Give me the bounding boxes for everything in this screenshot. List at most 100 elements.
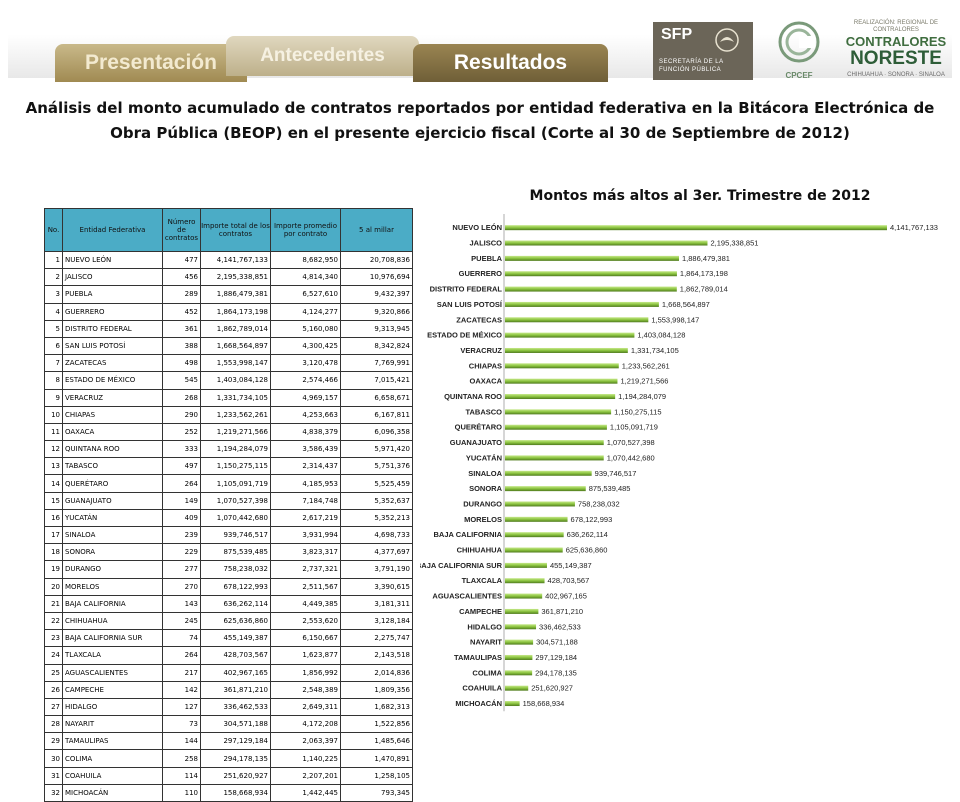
cell-importe-promedio: 1,442,445 — [270, 783, 341, 802]
category-tick-label: SAN LUIS POTOSÍ — [437, 300, 503, 309]
table-row: 10 CHIAPAS 290 1,233,562,261 4,253,663 6,167,… — [44, 405, 413, 424]
cell-entidad: CHIAPAS — [62, 405, 163, 424]
bar-data-label: 2,195,338,851 — [710, 239, 758, 248]
contralores-logo-line3: NORESTE — [850, 48, 942, 69]
table-row: 1 NUEVO LEÓN 477 4,141,767,133 8,682,950 20,7… — [44, 250, 413, 270]
cell-importe-promedio: 6,527,610 — [270, 285, 341, 304]
cell-no: 12 — [44, 440, 63, 459]
cell-no: 18 — [44, 543, 63, 562]
category-tick-label: MICHOACÁN — [455, 699, 502, 708]
tab-resultados[interactable]: Resultados — [413, 44, 608, 82]
cell-num-contratos: 142 — [162, 680, 201, 699]
bar-data-label: 1,105,091,719 — [610, 423, 658, 432]
cell-num-contratos: 258 — [162, 749, 201, 768]
cell-no: 27 — [44, 697, 63, 717]
cell-num-contratos: 361 — [162, 319, 201, 338]
bar-data-label: 4,141,767,133 — [890, 223, 938, 232]
cell-5-al-millar: 7,015,421 — [340, 371, 413, 390]
cell-importe-promedio: 2,207,201 — [270, 766, 341, 785]
cell-importe-total: 1,331,734,105 — [200, 388, 271, 407]
cell-importe-promedio: 3,120,478 — [270, 354, 341, 373]
bar-data-label: 1,070,442,680 — [607, 453, 655, 462]
cell-importe-promedio: 4,300,425 — [270, 336, 341, 356]
table-row: 9 VERACRUZ 268 1,331,734,105 4,969,157 6,658,… — [44, 388, 413, 407]
cell-importe-promedio: 2,617,219 — [270, 508, 341, 528]
cell-no: 1 — [44, 250, 63, 270]
cell-no: 31 — [44, 766, 63, 785]
bar — [505, 409, 612, 415]
cell-no: 26 — [44, 680, 63, 699]
cell-5-al-millar: 2,143,518 — [340, 646, 413, 665]
bar — [505, 363, 619, 369]
category-tick-label: QUINTANA ROO — [444, 392, 502, 401]
category-tick-label: HIDALGO — [467, 622, 502, 631]
cell-entidad: YUCATÁN — [62, 508, 163, 528]
cell-importe-total: 361,871,210 — [200, 680, 271, 699]
cell-importe-promedio: 4,185,953 — [270, 474, 341, 493]
cell-num-contratos: 252 — [162, 422, 201, 442]
bar — [505, 286, 677, 292]
tab-presentacion[interactable]: Presentación — [55, 44, 247, 82]
cell-no: 23 — [44, 629, 63, 648]
table-row: 20 MORELOS 270 678,122,993 2,511,567 3,390,61… — [44, 577, 413, 596]
cell-5-al-millar: 1,682,313 — [340, 697, 413, 717]
cell-entidad: NAYARIT — [62, 715, 163, 734]
cell-no: 21 — [44, 594, 63, 613]
cell-importe-promedio: 2,649,311 — [270, 697, 341, 717]
bar — [505, 701, 520, 707]
cell-importe-total: 402,967,165 — [200, 663, 271, 682]
cell-importe-total: 294,178,135 — [200, 749, 271, 768]
cell-importe-total: 1,070,442,680 — [200, 508, 271, 528]
cell-no: 8 — [44, 371, 63, 390]
cell-importe-promedio: 2,737,321 — [270, 560, 341, 579]
bar-data-label: 1,194,284,079 — [618, 392, 666, 401]
table-row: 6 SAN LUIS POTOSÍ 388 1,668,564,897 4,300,42… — [44, 336, 413, 356]
category-tick-label: BAJA CALIFORNIA — [434, 530, 503, 539]
cell-no: 17 — [44, 525, 63, 545]
bar — [505, 240, 708, 246]
table-row: 22 CHIHUAHUA 245 625,636,860 2,553,620 3,128,… — [44, 611, 413, 631]
bar-data-label: 758,238,032 — [578, 499, 620, 508]
category-tick-label: VERACRUZ — [460, 346, 502, 355]
category-tick-label: NAYARIT — [470, 638, 502, 647]
contralores-noreste-logo: REALIZACIÓN: REGIONAL DE CONTRALORES CON… — [840, 20, 952, 82]
table-row: 3 PUEBLA 289 1,886,479,381 6,527,610 9,432,39… — [44, 285, 413, 304]
cell-num-contratos: 477 — [162, 250, 201, 270]
bar — [505, 624, 537, 630]
chart-title: Montos más altos al 3er. Trimestre de 20… — [529, 188, 871, 204]
bar — [505, 317, 649, 323]
bar — [505, 516, 568, 522]
cell-5-al-millar: 5,525,459 — [340, 474, 413, 493]
cell-entidad: CHIHUAHUA — [62, 611, 163, 631]
tab-antecedentes[interactable]: Antecedentes — [226, 36, 419, 76]
cell-5-al-millar: 6,658,671 — [340, 388, 413, 407]
category-tick-label: PUEBLA — [471, 254, 502, 263]
category-tick-label: TLAXCALA — [462, 576, 503, 585]
cell-num-contratos: 143 — [162, 594, 201, 613]
cell-importe-promedio: 4,969,157 — [270, 388, 341, 407]
cell-entidad: JALISCO — [62, 268, 163, 287]
bar-data-label: 455,149,387 — [550, 561, 592, 570]
cell-importe-total: 1,070,527,398 — [200, 491, 271, 510]
cell-importe-total: 625,636,860 — [200, 611, 271, 631]
cell-entidad: SINALOA — [62, 525, 163, 545]
cell-importe-total: 1,862,789,014 — [200, 319, 271, 338]
bar-data-label: 1,862,789,014 — [680, 285, 728, 294]
bar-data-label: 158,668,934 — [523, 699, 565, 708]
table-row: 28 NAYARIT 73 304,571,188 4,172,208 1,522,856 — [44, 715, 413, 734]
cell-no: 14 — [44, 474, 63, 493]
bar-data-label: 1,331,734,105 — [631, 346, 679, 355]
table-row: 14 QUERÉTARO 264 1,105,091,719 4,185,953 5,52… — [44, 474, 413, 493]
cell-importe-promedio: 8,682,950 — [270, 250, 341, 270]
bar — [505, 486, 586, 492]
table-row: 16 YUCATÁN 409 1,070,442,680 2,617,219 5,352,… — [44, 508, 413, 528]
category-tick-label: SONORA — [469, 484, 503, 493]
cell-importe-promedio: 4,814,340 — [270, 268, 341, 287]
bar — [505, 347, 628, 353]
cell-importe-total: 1,553,998,147 — [200, 354, 271, 373]
cell-5-al-millar: 1,485,646 — [340, 732, 413, 751]
table-row: 32 MICHOACÁN 110 158,668,934 1,442,445 793,34… — [44, 783, 413, 802]
cell-importe-total: 758,238,032 — [200, 560, 271, 579]
cell-num-contratos: 497 — [162, 457, 201, 476]
bar-data-label: 636,262,114 — [567, 530, 608, 539]
